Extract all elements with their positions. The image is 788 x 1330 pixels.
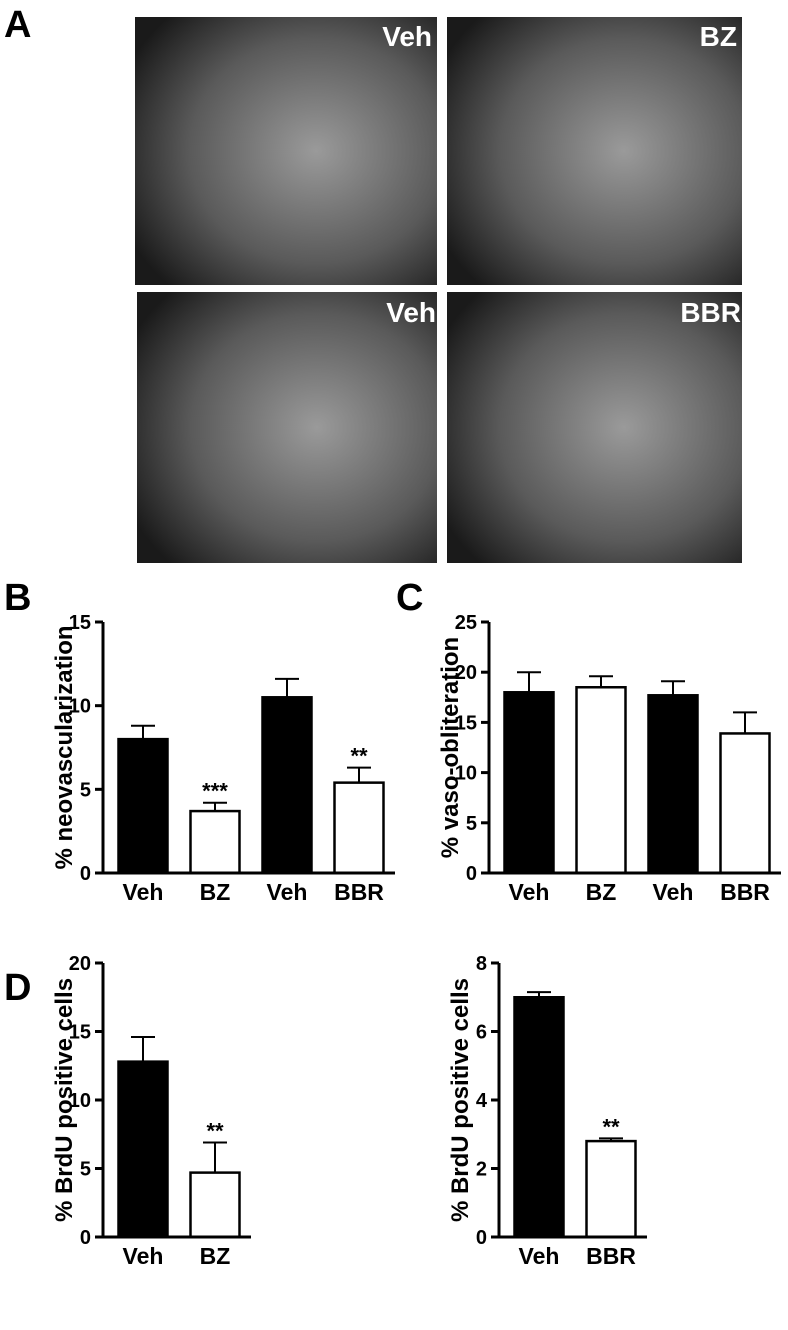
bar	[585, 1139, 637, 1239]
image-label: BBR	[680, 297, 741, 328]
y-tick-label: 10	[69, 696, 91, 718]
bar	[117, 737, 169, 875]
y-tick-label: 5	[466, 813, 477, 835]
y-tick-label: 15	[69, 612, 91, 634]
y-tick-label: 0	[476, 1227, 487, 1249]
y-axis-label: % neovascularization	[51, 625, 78, 869]
panel-label: B	[4, 577, 31, 619]
y-tick-label: 15	[455, 712, 477, 734]
significance-label: **	[350, 744, 368, 769]
image-label: BZ	[700, 21, 737, 52]
panel-label: C	[396, 577, 423, 619]
bar	[261, 696, 313, 875]
bar	[333, 781, 385, 875]
y-tick-label: 6	[476, 1022, 487, 1044]
y-axis-label: % BrdU positive cells	[447, 978, 474, 1222]
bar	[117, 1060, 169, 1239]
panel-label: A	[4, 4, 31, 46]
y-tick-label: 5	[80, 779, 91, 801]
x-tick-label: BZ	[586, 879, 617, 905]
y-tick-label: 8	[476, 953, 487, 975]
bar	[189, 809, 241, 875]
y-tick-label: 15	[69, 1022, 91, 1044]
y-tick-label: 25	[455, 612, 477, 634]
significance-label: ***	[202, 779, 228, 804]
image-label: Veh	[386, 297, 436, 328]
y-tick-label: 5	[80, 1159, 91, 1181]
y-tick-label: 20	[455, 662, 477, 684]
image-label: Veh	[382, 21, 432, 52]
bar	[719, 732, 771, 875]
x-tick-label: BBR	[720, 879, 770, 905]
x-tick-label: Veh	[123, 879, 164, 905]
x-tick-label: Veh	[509, 879, 550, 905]
x-tick-label: BBR	[586, 1243, 636, 1269]
bar	[575, 686, 627, 875]
y-axis-label: % BrdU positive cells	[51, 978, 78, 1222]
y-tick-label: 4	[476, 1090, 488, 1112]
bar	[503, 691, 555, 875]
micrograph	[447, 292, 742, 563]
micrograph	[137, 292, 437, 563]
bar	[647, 694, 699, 875]
y-tick-label: 20	[69, 953, 91, 975]
micrograph	[447, 17, 742, 285]
x-tick-label: Veh	[653, 879, 694, 905]
y-tick-label: 0	[80, 1227, 91, 1249]
y-tick-label: 10	[69, 1090, 91, 1112]
bar	[189, 1171, 241, 1239]
y-tick-label: 0	[80, 863, 91, 885]
panel-label: D	[4, 967, 31, 1009]
x-tick-label: Veh	[123, 1243, 164, 1269]
x-tick-label: BZ	[200, 879, 231, 905]
micrograph	[135, 17, 437, 285]
y-tick-label: 0	[466, 863, 477, 885]
x-tick-label: BZ	[200, 1243, 231, 1269]
y-axis-label: % vaso-obliteration	[437, 637, 464, 858]
significance-label: **	[602, 1114, 620, 1139]
bar	[513, 996, 565, 1239]
y-tick-label: 10	[455, 763, 477, 785]
y-tick-label: 2	[476, 1159, 487, 1181]
x-tick-label: BBR	[334, 879, 384, 905]
x-tick-label: Veh	[267, 879, 308, 905]
x-tick-label: Veh	[519, 1243, 560, 1269]
significance-label: **	[206, 1118, 224, 1143]
